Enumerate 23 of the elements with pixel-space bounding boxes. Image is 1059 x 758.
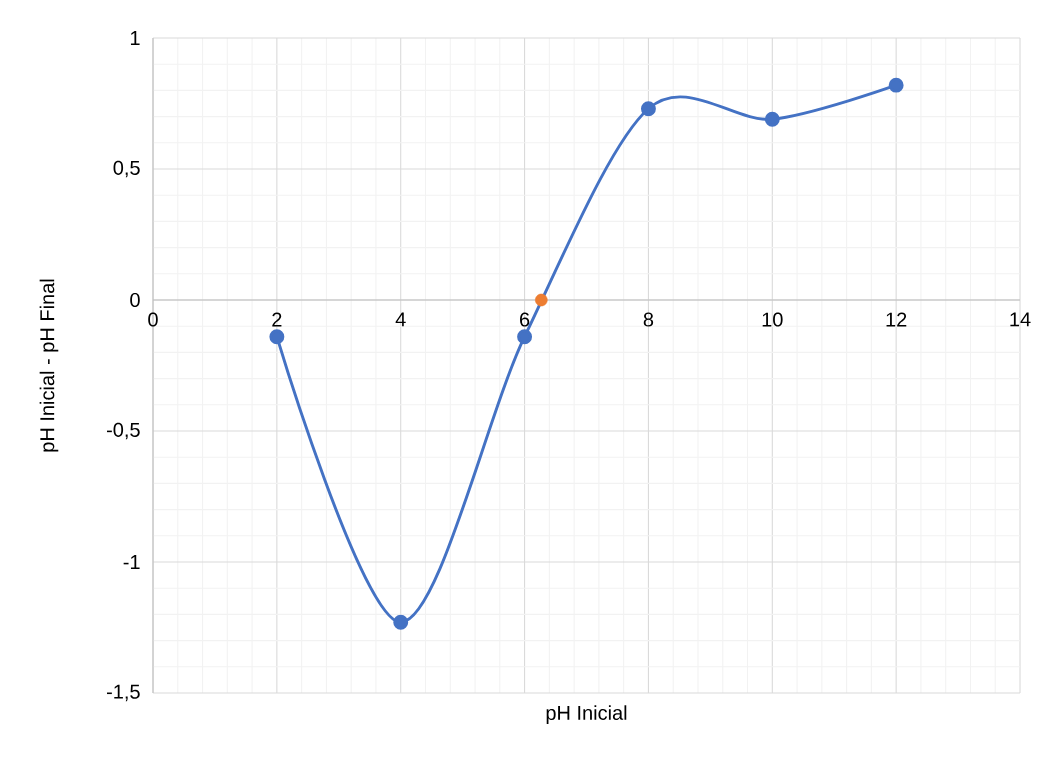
x-tick-label: 8 [643, 312, 654, 327]
point [640, 101, 656, 117]
x-tick-label: 6 [520, 312, 530, 327]
y-tick-label: 0 [130, 292, 140, 308]
y-tick-label: -1 [123, 555, 140, 569]
x-tick-label: 12 [886, 312, 907, 327]
y-tick-label: 0,5 [113, 160, 140, 178]
y-tick-label: -1,5 [106, 684, 140, 702]
point [764, 111, 780, 127]
x-tick-label: 4 [395, 312, 406, 327]
point [888, 77, 904, 93]
y-axis-title: pH Inicial - pH Final [39, 279, 59, 452]
x-tick-label: 2 [272, 312, 282, 327]
point [517, 329, 533, 345]
y-tick-label: -0,5 [106, 422, 140, 440]
point [269, 329, 285, 345]
y-tick-label: 1 [130, 31, 140, 45]
x-tick-label: 10 [762, 312, 783, 327]
x-tick-label: 0 [148, 312, 158, 327]
x-axis-title: pH Inicial [546, 705, 627, 724]
point [535, 293, 548, 307]
point [393, 614, 409, 630]
x-tick-label: 14 [1010, 312, 1031, 327]
